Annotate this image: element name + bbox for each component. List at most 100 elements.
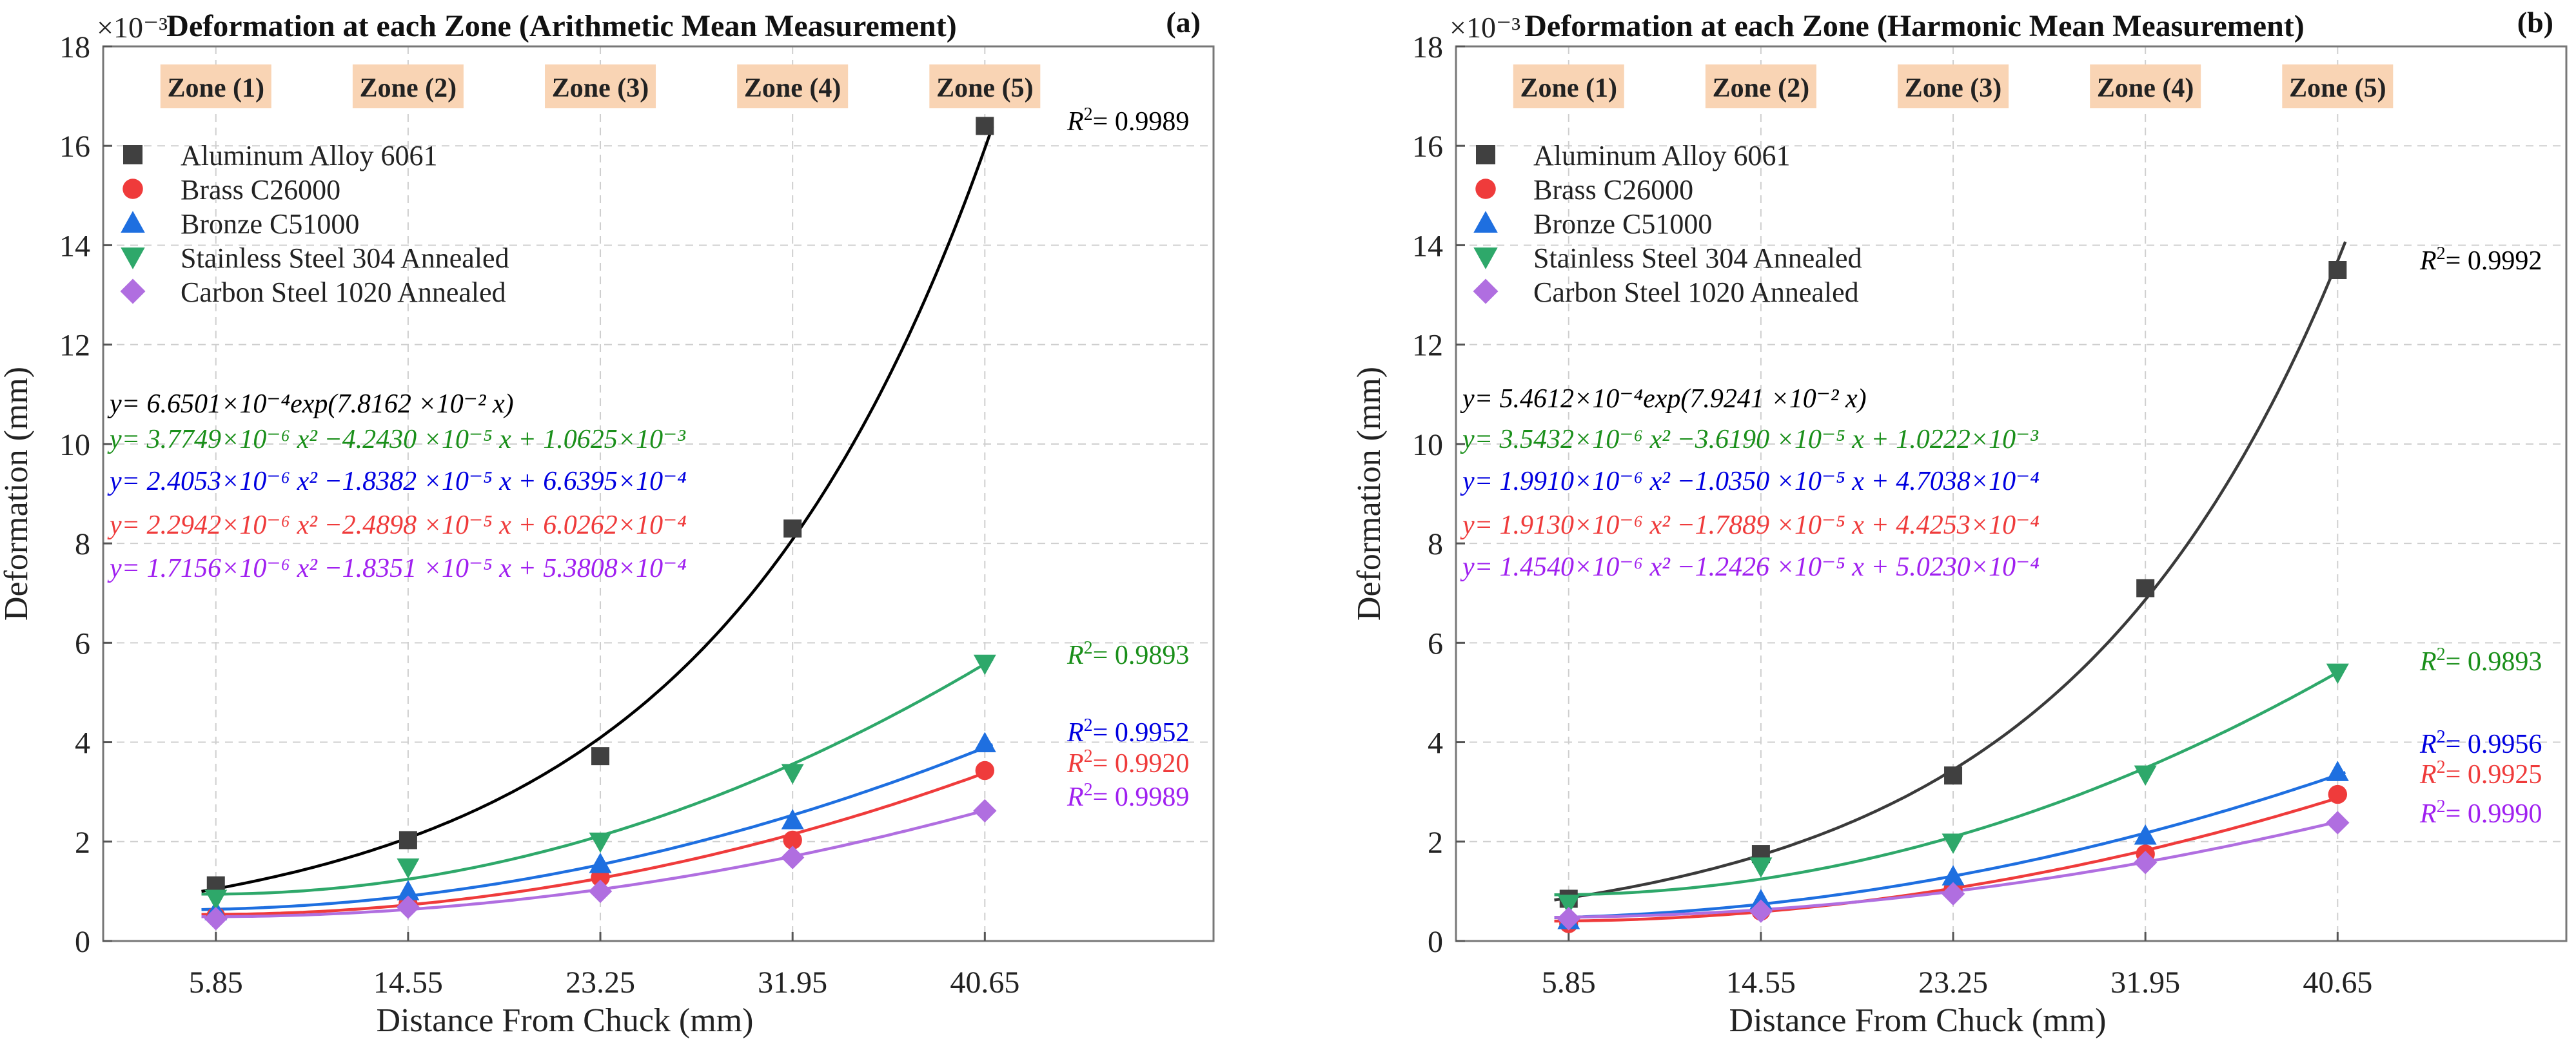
zone-box: [2282, 64, 2394, 108]
legend-marker: [1473, 247, 1498, 269]
legend-marker: [1473, 278, 1499, 304]
y-tick-label: 18: [59, 30, 90, 64]
y-tick-label: 10: [1412, 428, 1443, 462]
data-point: [1941, 882, 1965, 906]
legend-marker: [123, 145, 143, 164]
chart-panel-1: 0 2 4 6 8 10 12 14 16 18 5.85 14.55 23.25 31.95 40.65 D…: [0, 6, 1215, 1039]
data-point: [398, 831, 417, 849]
data-point: [2326, 761, 2349, 781]
zone-label: Zone (1): [168, 73, 265, 103]
y-tick-label: 4: [75, 726, 90, 761]
data-point: [589, 832, 612, 853]
zone-box: [160, 64, 271, 108]
y-tick-label: 2: [75, 826, 90, 860]
r2-label: R2= 0.9989: [1067, 104, 1189, 137]
data-point: [588, 879, 613, 904]
data-point: [781, 764, 804, 784]
zone-label: Zone (1): [1520, 73, 1618, 103]
legend-label: Stainless Steel 304 Annealed: [181, 242, 509, 274]
data-point: [975, 761, 995, 781]
chart-panel-2: 0 2 4 6 8 10 12 14 16 18 5.85 14.55 23.25 31.95 40.65 D…: [1351, 6, 2568, 1039]
zone-box: [929, 64, 1041, 108]
data-point: [589, 852, 612, 873]
plot-frame: [102, 45, 1215, 942]
r2-label: R2= 0.9893: [1067, 638, 1189, 670]
y-multiplier: ×10⁻³: [1450, 11, 1520, 44]
fit-equation: y= 6.6501×10⁻⁴exp(7.8162 ×10⁻² x): [107, 389, 514, 419]
legend-label: Aluminum Alloy 6061: [1533, 140, 1790, 171]
data-point: [1942, 833, 1965, 854]
y-tick-label: 8: [1428, 527, 1443, 561]
data-point: [1749, 889, 1773, 909]
data-point: [1557, 895, 1580, 915]
x-tick-label: 31.95: [2110, 966, 2180, 1000]
y-multiplier: ×10⁻³: [97, 11, 168, 44]
legend-label: Carbon Steel 1020 Annealed: [1533, 277, 1859, 308]
zone-label: Zone (3): [1905, 73, 2002, 103]
zone-label: Zone (5): [936, 73, 1034, 103]
fit-equation: y= 1.7156×10⁻⁶ x² −1.8351 ×10⁻⁵ x + 5.38…: [107, 554, 687, 583]
zone-box: [2090, 64, 2201, 108]
zone-box: [737, 64, 849, 108]
zone-box: [1898, 64, 2009, 108]
zone-box: [1513, 64, 1624, 108]
x-axis-title: Distance From Chuck (mm): [377, 1002, 754, 1039]
y-tick-label: 14: [59, 229, 90, 263]
x-tick-label: 23.25: [565, 966, 635, 1000]
zone-label: Zone (4): [744, 73, 841, 103]
data-point: [1944, 766, 1963, 785]
data-point: [2133, 850, 2158, 875]
fit-equation: y= 3.7749×10⁻⁶ x² −4.2430 ×10⁻⁵ x + 1.06…: [107, 425, 686, 454]
zone-label: Zone (2): [1713, 73, 1810, 103]
y-tick-label: 18: [1412, 30, 1443, 64]
fit-equation: y= 1.9910×10⁻⁶ x² −1.0350 ×10⁻⁵ x + 4.70…: [1460, 467, 2040, 496]
y-tick-label: 10: [59, 428, 90, 462]
x-tick-label: 5.85: [189, 966, 243, 1000]
data-point: [2134, 824, 2157, 845]
y-tick-label: 12: [1412, 329, 1443, 363]
x-axis-title: Distance From Chuck (mm): [1729, 1002, 2107, 1039]
data-point: [973, 654, 996, 675]
fit-equation: y= 3.5432×10⁻⁶ x² −3.6190 ×10⁻⁵ x + 1.02…: [1460, 425, 2039, 454]
data-point: [2328, 784, 2348, 804]
zone-label: Zone (2): [360, 73, 457, 103]
data-point: [397, 880, 420, 900]
data-point: [204, 907, 228, 931]
data-point: [2136, 579, 2155, 597]
data-point: [2326, 811, 2350, 835]
data-point: [1942, 865, 1965, 886]
data-point: [2134, 765, 2157, 786]
y-tick-label: 6: [75, 626, 90, 661]
y-tick-label: 16: [59, 130, 90, 164]
data-point: [783, 519, 802, 538]
y-tick-label: 2: [1428, 826, 1443, 860]
legend-label: Stainless Steel 304 Annealed: [1533, 242, 1862, 274]
legend-marker: [121, 247, 145, 269]
y-tick-label: 16: [1412, 130, 1443, 164]
x-tick-label: 23.25: [1918, 966, 1988, 1000]
legend-label: Bronze C51000: [181, 208, 359, 240]
y-tick-label: 14: [1412, 229, 1443, 263]
r2-label: R2= 0.9925: [2419, 757, 2542, 790]
fit-equation: y= 2.4053×10⁻⁶ x² −1.8382 ×10⁻⁵ x + 6.63…: [107, 467, 687, 496]
y-tick-label: 12: [59, 329, 90, 363]
chart-title: Deformation at each Zone (Arithmetic Mea…: [166, 9, 956, 43]
panel-label: (b): [2517, 6, 2553, 39]
legend-label: Carbon Steel 1020 Annealed: [181, 277, 506, 308]
data-point: [397, 858, 420, 879]
r2-label: R2= 0.9989: [1067, 780, 1189, 812]
y-tick-label: 0: [1428, 925, 1443, 959]
data-point: [591, 747, 610, 766]
fit-equation: y= 1.9130×10⁻⁶ x² −1.7889 ×10⁻⁵ x + 4.42…: [1460, 510, 2040, 540]
chart-title: Deformation at each Zone (Harmonic Mean …: [1524, 9, 2305, 43]
legend-label: Brass C26000: [1533, 174, 1693, 206]
legend-label: Bronze C51000: [1533, 208, 1712, 240]
data-point: [2326, 663, 2349, 684]
data-point: [973, 799, 997, 823]
legend-marker: [1475, 179, 1496, 199]
r2-label: R2= 0.9893: [2419, 645, 2542, 677]
y-tick-label: 6: [1428, 626, 1443, 661]
r2-label: R2= 0.9956: [2419, 727, 2542, 759]
legend-marker: [1473, 211, 1498, 233]
